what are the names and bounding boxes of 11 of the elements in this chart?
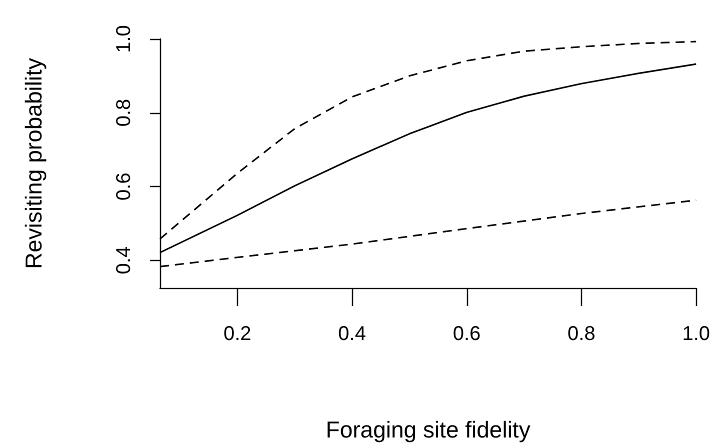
y-tick-label: 0.6 (113, 172, 135, 200)
x-tick-label: 0.8 (568, 323, 596, 345)
y-tick-label: 0.8 (113, 98, 135, 127)
y-axis-title: Revisiting probability (20, 58, 46, 269)
x-tick-label: 0.2 (224, 323, 252, 345)
y-tick-label: 1.0 (113, 25, 135, 53)
y-tick-label: 0.4 (113, 246, 135, 274)
x-tick-label: 0.6 (452, 323, 481, 345)
x-tick-label: 1.0 (682, 323, 710, 345)
x-axis-title: Foraging site fidelity (326, 416, 531, 442)
x-tick-label: 0.4 (338, 323, 366, 345)
